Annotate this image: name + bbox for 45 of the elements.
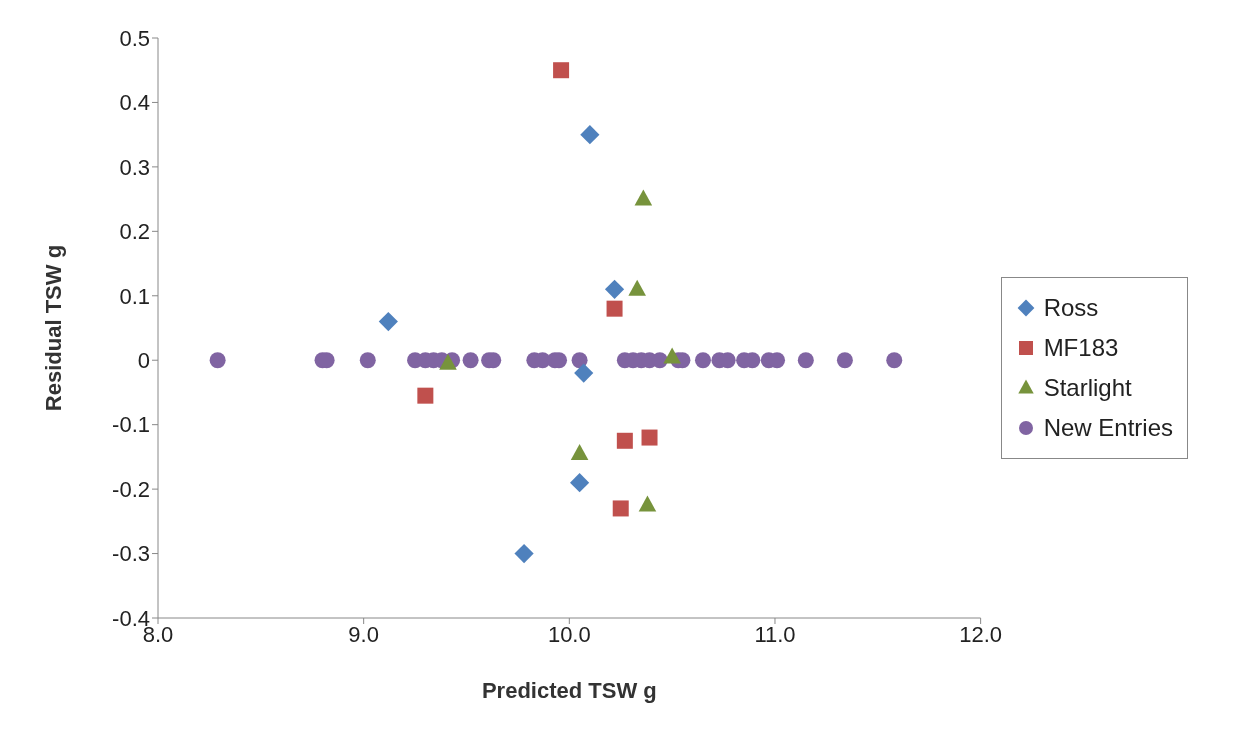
point — [634, 189, 653, 206]
point — [378, 311, 398, 332]
y-tick-label: -0.2 — [112, 476, 150, 502]
legend-label: MF183 — [1043, 333, 1119, 363]
y-tick-label: -0.1 — [112, 412, 150, 438]
point — [797, 352, 814, 369]
point — [574, 363, 594, 383]
y-tick-label: -0.3 — [112, 541, 150, 567]
x-tick-label: 12.0 — [959, 621, 1003, 647]
x-tick-label: 11.0 — [754, 621, 796, 647]
point — [616, 432, 633, 449]
x-tick-label: 9.0 — [348, 621, 379, 647]
point — [571, 352, 588, 369]
y-tick-label: 0.2 — [119, 219, 150, 245]
point — [570, 444, 589, 461]
point — [209, 352, 226, 369]
legend-label: New Entries — [1043, 413, 1173, 443]
point — [628, 279, 646, 296]
point — [694, 352, 711, 369]
point — [570, 473, 590, 493]
point — [641, 429, 658, 446]
legend-label: Ross — [1043, 293, 1099, 323]
y-axis-title: Residual TSW g — [40, 244, 66, 412]
point — [514, 543, 534, 564]
point — [553, 62, 570, 79]
point — [417, 387, 434, 404]
x-axis-title: Predicted TSW g — [481, 678, 657, 703]
point — [462, 352, 479, 369]
point — [663, 347, 681, 364]
y-tick-label: 0.3 — [119, 154, 150, 180]
point — [439, 353, 457, 370]
y-tick-label: 0.5 — [119, 25, 150, 51]
x-tick-label: 10.0 — [547, 621, 591, 647]
point — [612, 500, 629, 517]
legend-label: Starlight — [1043, 373, 1132, 403]
point — [580, 125, 600, 145]
point — [638, 495, 657, 512]
point — [886, 352, 903, 369]
point — [359, 352, 376, 369]
y-tick-label: 0 — [137, 348, 150, 374]
point — [606, 300, 623, 317]
y-tick-label: 0.1 — [119, 283, 150, 309]
point — [836, 352, 853, 369]
point — [604, 279, 625, 299]
y-tick-label: 0.4 — [119, 90, 150, 116]
